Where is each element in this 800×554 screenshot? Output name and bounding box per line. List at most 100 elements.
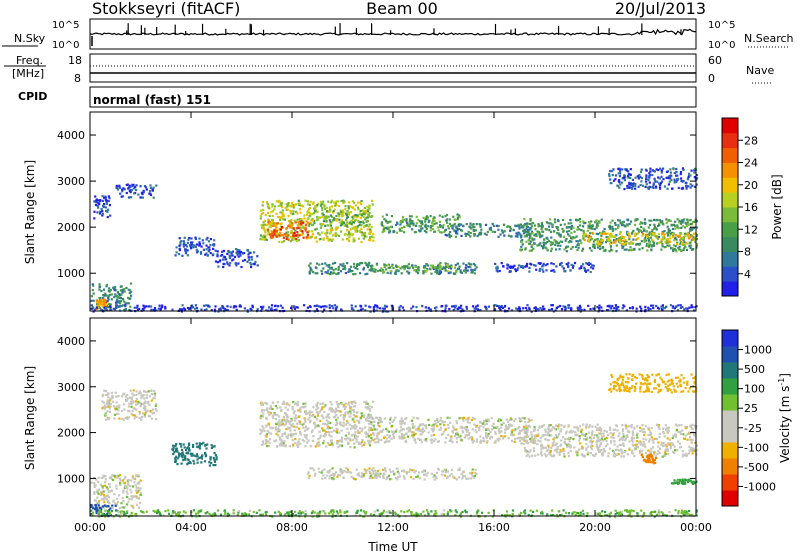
power-cells-cell bbox=[494, 304, 497, 307]
power-cells-cell bbox=[525, 235, 528, 238]
vel-cells-cell bbox=[470, 418, 473, 422]
vel-cells-cell bbox=[335, 431, 338, 434]
vel-cells-cell bbox=[624, 437, 628, 440]
power-cells-cell bbox=[693, 176, 696, 179]
power-cells-cell bbox=[671, 234, 675, 237]
power-cells-cell bbox=[235, 248, 238, 251]
power-cells-cell bbox=[695, 226, 699, 229]
power-cells-cell bbox=[621, 168, 624, 171]
vel-cells-cell bbox=[332, 444, 335, 447]
power-cells-cell bbox=[659, 182, 663, 185]
power-cells-cell bbox=[355, 229, 358, 232]
power-cells-cell bbox=[454, 306, 457, 309]
power-cells-cell bbox=[661, 243, 664, 246]
power-cells-cell bbox=[313, 211, 316, 214]
power-cells-cell bbox=[432, 227, 435, 231]
power-cells-cell bbox=[674, 234, 677, 237]
power-cells-cell bbox=[446, 270, 449, 273]
power-cells-cell bbox=[102, 294, 105, 297]
vel-cells-cell bbox=[294, 441, 297, 444]
power-cells-cell bbox=[369, 264, 373, 267]
vel-cells-cell bbox=[523, 447, 526, 450]
power-cells-cell bbox=[92, 307, 95, 310]
power-cells-cell bbox=[617, 172, 620, 175]
power-cells-cell bbox=[554, 243, 557, 246]
vel-cells-cell bbox=[547, 433, 550, 436]
power-cells-cell bbox=[214, 249, 217, 252]
vel-cells-cell bbox=[412, 426, 415, 429]
power-cells-cell bbox=[276, 231, 279, 234]
power-cells-cell bbox=[610, 235, 613, 238]
power-cells-cell bbox=[623, 248, 626, 251]
power-cells-cell bbox=[335, 217, 338, 221]
power-cells-cell bbox=[222, 262, 225, 265]
power-cells-cell bbox=[651, 173, 654, 177]
vel-cells-cell bbox=[276, 430, 279, 433]
power-cells-cell bbox=[282, 236, 285, 239]
power-cells-cell bbox=[269, 225, 272, 228]
vel-cells-cell bbox=[566, 437, 569, 440]
vel-cells-cell bbox=[573, 446, 576, 449]
power-cells-cell bbox=[141, 193, 144, 196]
power-cells-cell bbox=[222, 265, 225, 269]
power-cells-cell bbox=[668, 244, 671, 247]
power-cells-cell bbox=[126, 183, 129, 186]
power-cells-cell bbox=[559, 244, 562, 247]
power-cells-cell bbox=[178, 309, 181, 312]
power-cells-cell bbox=[279, 204, 282, 207]
power-cells-cell bbox=[578, 304, 581, 307]
power-cells-cell bbox=[320, 203, 323, 206]
vel-cells-cell bbox=[453, 428, 456, 431]
power-cells-cell bbox=[99, 306, 102, 309]
vel-cells-cell bbox=[568, 436, 571, 439]
vel-cells-cell bbox=[354, 401, 357, 404]
power-cells-cell bbox=[270, 224, 273, 227]
power-cells-cell bbox=[622, 220, 625, 224]
power-cells-cell bbox=[153, 307, 157, 310]
vel-cells-cell bbox=[288, 422, 291, 425]
power-cells-cell bbox=[639, 305, 642, 308]
vel-cells-cell bbox=[527, 420, 530, 424]
power-cells-cell bbox=[340, 199, 343, 203]
power-cells-cell bbox=[308, 223, 311, 226]
power-cells-cell bbox=[688, 172, 691, 175]
power-cells-cell bbox=[411, 220, 414, 223]
vel-cells-cell bbox=[277, 434, 280, 437]
power-cells-cell bbox=[629, 173, 632, 176]
power-cells-cell bbox=[280, 202, 283, 205]
power-cells-cell bbox=[121, 190, 124, 193]
vel-cells-cell bbox=[282, 416, 285, 419]
vel-cells-cell bbox=[596, 423, 599, 426]
power-cells-cell bbox=[287, 231, 290, 234]
vel-cells-cell bbox=[567, 424, 570, 427]
vel-cells-cell bbox=[292, 401, 295, 404]
power-cells-cell bbox=[329, 214, 332, 217]
vel-cells-cell bbox=[665, 445, 668, 448]
power-cells-cell bbox=[619, 172, 622, 175]
power-cells-cell bbox=[115, 294, 119, 297]
power-cells-cell bbox=[695, 246, 698, 249]
vel-cells-cell bbox=[595, 434, 598, 437]
power-cells-cell bbox=[610, 234, 613, 237]
power-cells-cell bbox=[281, 217, 285, 221]
power-cells-cell bbox=[152, 186, 155, 189]
power-cells-cell bbox=[105, 202, 108, 205]
vel-cells-cell bbox=[647, 433, 650, 437]
vel-cells-cell bbox=[666, 437, 669, 440]
power-cells-cell bbox=[683, 247, 686, 250]
y-tick-label: 2000 bbox=[57, 221, 85, 234]
power-cells-cell bbox=[364, 273, 367, 276]
power-cells-cell bbox=[653, 232, 656, 235]
power-cells-cell bbox=[227, 251, 230, 254]
vel-cells-cell bbox=[331, 442, 334, 445]
power-cells-cell bbox=[488, 227, 491, 230]
power-cells-cell bbox=[687, 185, 690, 188]
vel-cells-cell bbox=[272, 413, 276, 416]
power-cells-cell bbox=[677, 186, 680, 189]
vel-cells-cell bbox=[584, 434, 587, 437]
power-cells-cell bbox=[540, 221, 543, 224]
vel-cells-cell bbox=[335, 401, 338, 404]
vel-cells-cell bbox=[418, 424, 421, 427]
power-cells-cell bbox=[314, 272, 317, 275]
power-cells-cell bbox=[271, 210, 274, 213]
